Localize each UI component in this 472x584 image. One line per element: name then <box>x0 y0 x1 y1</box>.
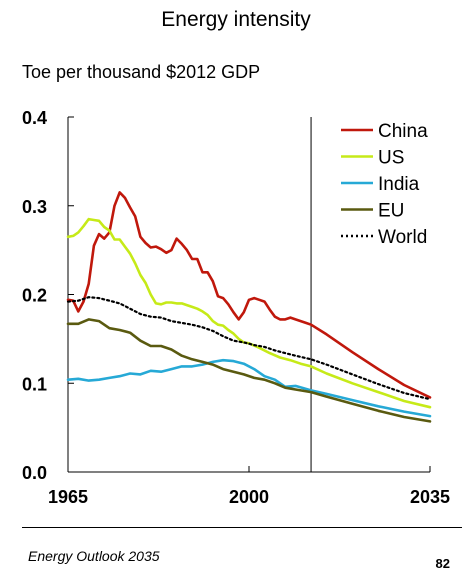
legend-label-china: China <box>378 121 428 142</box>
series-line-india <box>66 358 432 418</box>
y-tick-label: 0.1 <box>22 374 47 394</box>
legend: China US India EU World <box>341 121 428 248</box>
y-tick-label: 0.3 <box>22 197 47 217</box>
page-number: 82 <box>435 556 450 571</box>
series-line-world <box>66 296 432 401</box>
footer-source: Energy Outlook 2035 <box>28 548 160 564</box>
y-tick-label: 0.4 <box>22 108 47 128</box>
y-tick-label: 0.0 <box>22 463 47 483</box>
legend-label-india: India <box>378 174 420 195</box>
series-line-us <box>66 217 432 409</box>
legend-label-us: US <box>378 148 404 169</box>
legend-label-world: World <box>378 227 427 248</box>
x-tick-label: 1965 <box>48 487 88 507</box>
series-lines <box>66 191 432 423</box>
x-tick-label: 2035 <box>410 487 450 507</box>
footer-rule <box>22 527 462 528</box>
chart-subtitle: Toe per thousand $2012 GDP <box>22 62 261 82</box>
y-tick-label: 0.2 <box>22 286 47 306</box>
x-tick-label: 2000 <box>229 487 269 507</box>
series-line-eu <box>66 318 432 423</box>
chart-title: Energy intensity <box>161 8 311 31</box>
chart-axes: 0.0 0.1 0.2 0.3 0.4 1965 2000 2035 <box>22 108 450 507</box>
series-line-china <box>66 191 432 399</box>
legend-label-eu: EU <box>378 201 404 222</box>
